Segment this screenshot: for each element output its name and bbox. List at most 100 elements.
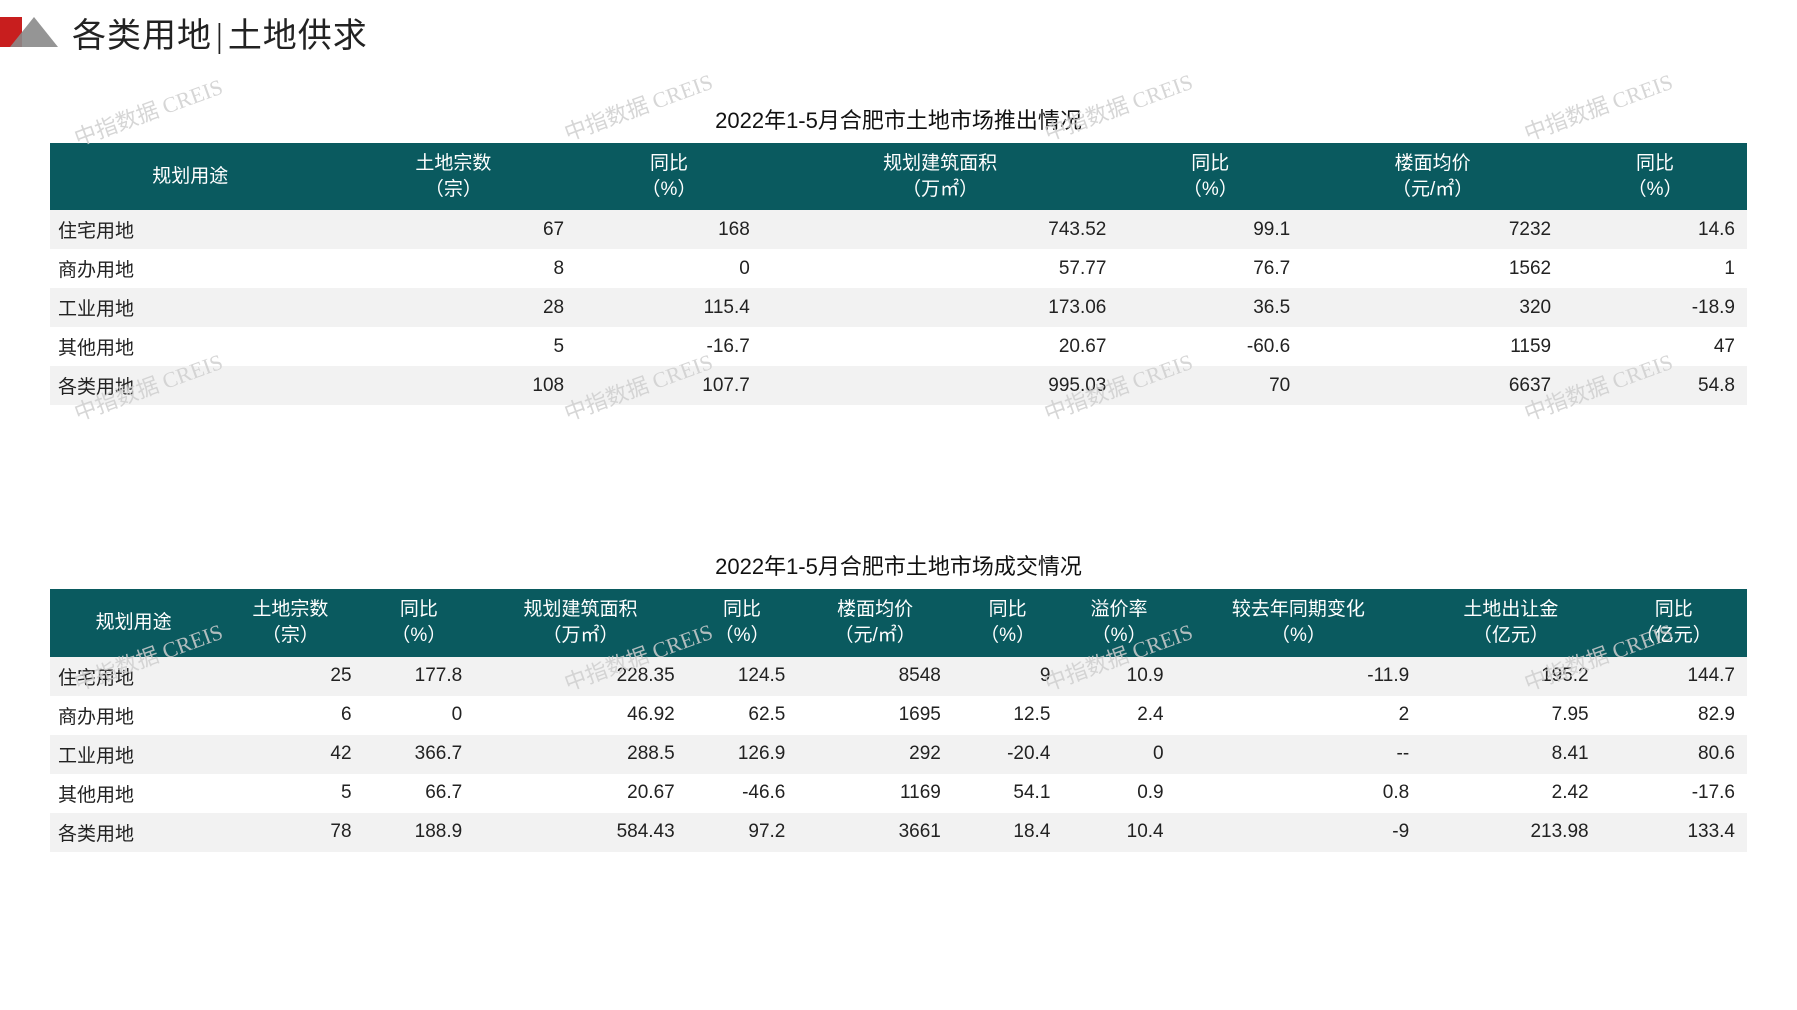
cell-value: 188.9 xyxy=(364,813,475,852)
table-row: 各类用地108107.7995.0370663754.8 xyxy=(50,366,1747,405)
cell-value: 57.77 xyxy=(762,249,1119,288)
cell-value: 195.2 xyxy=(1421,657,1600,696)
row-label: 商办用地 xyxy=(50,249,331,288)
cell-value: -60.6 xyxy=(1118,327,1302,366)
cell-value: 144.7 xyxy=(1601,657,1747,696)
cell-value: -- xyxy=(1176,735,1422,774)
cell-value: 228.35 xyxy=(474,657,687,696)
cell-value: 743.52 xyxy=(762,210,1119,249)
cell-value: 115.4 xyxy=(576,288,762,327)
column-header: 同比（%） xyxy=(1118,143,1302,210)
column-header: 同比（%） xyxy=(364,589,475,656)
cell-value: 1 xyxy=(1563,249,1747,288)
table1-title: 2022年1-5月合肥市土地市场推出情况 xyxy=(50,103,1747,135)
content-area: 2022年1-5月合肥市土地市场推出情况 规划用途土地宗数（宗）同比（%）规划建… xyxy=(0,103,1797,852)
row-label: 其他用地 xyxy=(50,774,217,813)
cell-value: 9 xyxy=(953,657,1063,696)
cell-value: 1169 xyxy=(797,774,952,813)
column-header: 同比（%） xyxy=(576,143,762,210)
cell-value: 6 xyxy=(217,696,363,735)
cell-value: 70 xyxy=(1118,366,1302,405)
title-separator: | xyxy=(216,18,224,55)
row-label: 其他用地 xyxy=(50,327,331,366)
cell-value: 108 xyxy=(331,366,577,405)
cell-value: 28 xyxy=(331,288,577,327)
cell-value: 10.9 xyxy=(1062,657,1175,696)
cell-value: 3661 xyxy=(797,813,952,852)
table-row: 其他用地566.720.67-46.6116954.10.90.82.42-17… xyxy=(50,774,1747,813)
table2-header-row: 规划用途土地宗数（宗）同比（%）规划建筑面积（万㎡）同比（%）楼面均价（元/㎡）… xyxy=(50,589,1747,656)
cell-value: 107.7 xyxy=(576,366,762,405)
cell-value: -9 xyxy=(1176,813,1422,852)
row-label: 住宅用地 xyxy=(50,657,217,696)
column-header: 同比（%） xyxy=(687,589,798,656)
column-header: 楼面均价（元/㎡） xyxy=(1302,143,1563,210)
row-label: 工业用地 xyxy=(50,288,331,327)
table2-title: 2022年1-5月合肥市土地市场成交情况 xyxy=(50,549,1747,581)
spacer xyxy=(50,405,1747,515)
cell-value: 8 xyxy=(331,249,577,288)
cell-value: 5 xyxy=(217,774,363,813)
cell-value: 10.4 xyxy=(1062,813,1175,852)
cell-value: 2.4 xyxy=(1062,696,1175,735)
cell-value: 0 xyxy=(1062,735,1175,774)
cell-value: 7232 xyxy=(1302,210,1563,249)
cell-value: 97.2 xyxy=(687,813,798,852)
table-row: 其他用地5-16.720.67-60.6115947 xyxy=(50,327,1747,366)
cell-value: 42 xyxy=(217,735,363,774)
row-label: 住宅用地 xyxy=(50,210,331,249)
cell-value: 133.4 xyxy=(1601,813,1747,852)
cell-value: -46.6 xyxy=(687,774,798,813)
row-label: 工业用地 xyxy=(50,735,217,774)
cell-value: 5 xyxy=(331,327,577,366)
cell-value: -20.4 xyxy=(953,735,1063,774)
cell-value: 8.41 xyxy=(1421,735,1600,774)
page-header: 各类用地|土地供求 xyxy=(0,0,1797,69)
cell-value: 6637 xyxy=(1302,366,1563,405)
cell-value: -16.7 xyxy=(576,327,762,366)
cell-value: 320 xyxy=(1302,288,1563,327)
cell-value: 66.7 xyxy=(364,774,475,813)
row-label: 各类用地 xyxy=(50,813,217,852)
column-header: 同比（%） xyxy=(1563,143,1747,210)
cell-value: 0.8 xyxy=(1176,774,1422,813)
cell-value: 36.5 xyxy=(1118,288,1302,327)
row-label: 商办用地 xyxy=(50,696,217,735)
cell-value: -18.9 xyxy=(1563,288,1747,327)
row-label: 各类用地 xyxy=(50,366,331,405)
table-row: 住宅用地25177.8228.35124.58548910.9-11.9195.… xyxy=(50,657,1747,696)
column-header: 规划用途 xyxy=(50,143,331,210)
cell-value: 1695 xyxy=(797,696,952,735)
cell-value: 47 xyxy=(1563,327,1747,366)
column-header: 楼面均价（元/㎡） xyxy=(797,589,952,656)
table2-body: 住宅用地25177.8228.35124.58548910.9-11.9195.… xyxy=(50,657,1747,852)
cell-value: 46.92 xyxy=(474,696,687,735)
cell-value: 76.7 xyxy=(1118,249,1302,288)
cell-value: 177.8 xyxy=(364,657,475,696)
cell-value: 62.5 xyxy=(687,696,798,735)
cell-value: 12.5 xyxy=(953,696,1063,735)
table-row: 各类用地78188.9584.4397.2366118.410.4-9213.9… xyxy=(50,813,1747,852)
column-header: 同比（亿元） xyxy=(1601,589,1747,656)
table-row: 工业用地42366.7288.5126.9292-20.40--8.4180.6 xyxy=(50,735,1747,774)
column-header: 土地出让金（亿元） xyxy=(1421,589,1600,656)
cell-value: 80.6 xyxy=(1601,735,1747,774)
cell-value: 99.1 xyxy=(1118,210,1302,249)
cell-value: 292 xyxy=(797,735,952,774)
table-row: 住宅用地67168743.5299.1723214.6 xyxy=(50,210,1747,249)
cell-value: 18.4 xyxy=(953,813,1063,852)
cell-value: -17.6 xyxy=(1601,774,1747,813)
cell-value: 366.7 xyxy=(364,735,475,774)
cell-value: 8548 xyxy=(797,657,952,696)
cell-value: 168 xyxy=(576,210,762,249)
cell-value: 7.95 xyxy=(1421,696,1600,735)
cell-value: 20.67 xyxy=(762,327,1119,366)
cell-value: 213.98 xyxy=(1421,813,1600,852)
column-header: 较去年同期变化（%） xyxy=(1176,589,1422,656)
cell-value: 173.06 xyxy=(762,288,1119,327)
column-header: 规划用途 xyxy=(50,589,217,656)
cell-value: 54.8 xyxy=(1563,366,1747,405)
cell-value: 2.42 xyxy=(1421,774,1600,813)
cell-value: 25 xyxy=(217,657,363,696)
cell-value: 126.9 xyxy=(687,735,798,774)
